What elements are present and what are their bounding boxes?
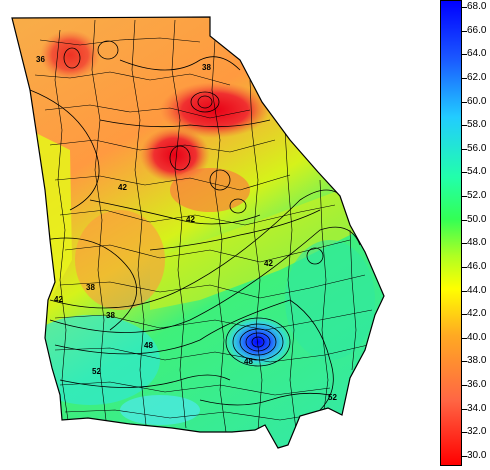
legend-tick-label: 62.0 bbox=[467, 71, 487, 83]
legend-tick bbox=[462, 314, 467, 316]
legend-tick-label: 66.0 bbox=[467, 24, 487, 36]
legend-tick bbox=[462, 456, 467, 457]
legend-tick bbox=[462, 266, 467, 268]
legend-tick-label: 46.0 bbox=[467, 260, 487, 272]
contour-label-group: 36 38 42 42 42 38 38 42 48 48 52 52 bbox=[36, 55, 337, 402]
legend-tick-label: 32.0 bbox=[467, 426, 487, 438]
legend-tick bbox=[462, 101, 467, 103]
legend-tick bbox=[462, 172, 467, 174]
contour-label: 38 bbox=[86, 283, 95, 292]
legend-tick bbox=[462, 337, 467, 339]
contour-label: 38 bbox=[202, 63, 211, 72]
legend-tick-label: 38.0 bbox=[467, 355, 487, 367]
contour-label: 38 bbox=[106, 311, 115, 320]
legend-tick-label: 40.0 bbox=[467, 331, 487, 343]
legend-tick bbox=[462, 219, 467, 221]
contour-label: 48 bbox=[144, 341, 153, 350]
legend-tick-label: 48.0 bbox=[467, 237, 487, 249]
legend-tick bbox=[462, 432, 467, 434]
legend-tick bbox=[462, 385, 467, 387]
color-legend-bar bbox=[440, 0, 462, 466]
legend-tick-label: 64.0 bbox=[467, 48, 487, 60]
legend-tick bbox=[462, 196, 467, 198]
contour-label: 42 bbox=[118, 183, 127, 192]
legend-tick-label: 52.0 bbox=[467, 190, 487, 202]
legend-tick-label: 34.0 bbox=[467, 402, 487, 414]
legend-tick-label: 58.0 bbox=[467, 119, 487, 131]
legend-tick bbox=[462, 408, 467, 410]
contour-label: 42 bbox=[186, 215, 195, 224]
legend-tick bbox=[462, 243, 467, 245]
county-lines bbox=[34, 19, 373, 433]
legend-tick bbox=[462, 148, 467, 150]
legend-tick-label: 36.0 bbox=[467, 379, 487, 391]
contour-label: 36 bbox=[36, 55, 45, 64]
legend-tick bbox=[462, 290, 467, 292]
legend-tick bbox=[462, 7, 467, 8]
contour-lines bbox=[29, 40, 361, 411]
legend-tick bbox=[462, 125, 467, 127]
legend-tick bbox=[462, 361, 467, 363]
contour-label: 42 bbox=[54, 295, 63, 304]
legend-tick-label: 68.0 bbox=[467, 1, 487, 12]
legend-tick-label: 30.0 bbox=[467, 450, 487, 461]
legend-tick-label: 44.0 bbox=[467, 284, 487, 296]
legend-tick bbox=[462, 54, 467, 56]
map-fill bbox=[12, 17, 384, 448]
legend-tick-label: 50.0 bbox=[467, 213, 487, 225]
legend-tick bbox=[462, 77, 467, 79]
contour-label: 42 bbox=[264, 259, 273, 268]
contour-label: 48 bbox=[244, 357, 253, 366]
legend-tick-label: 54.0 bbox=[467, 166, 487, 178]
legend-tick bbox=[462, 30, 467, 32]
legend-tick-label: 42.0 bbox=[467, 308, 487, 320]
legend-tick-label: 60.0 bbox=[467, 95, 487, 107]
georgia-contour-map: 36 38 42 42 42 38 38 42 48 48 52 52 bbox=[11, 16, 385, 449]
legend-tick-label: 56.0 bbox=[467, 142, 487, 154]
contour-label: 52 bbox=[328, 393, 337, 402]
contour-label: 52 bbox=[92, 367, 101, 376]
